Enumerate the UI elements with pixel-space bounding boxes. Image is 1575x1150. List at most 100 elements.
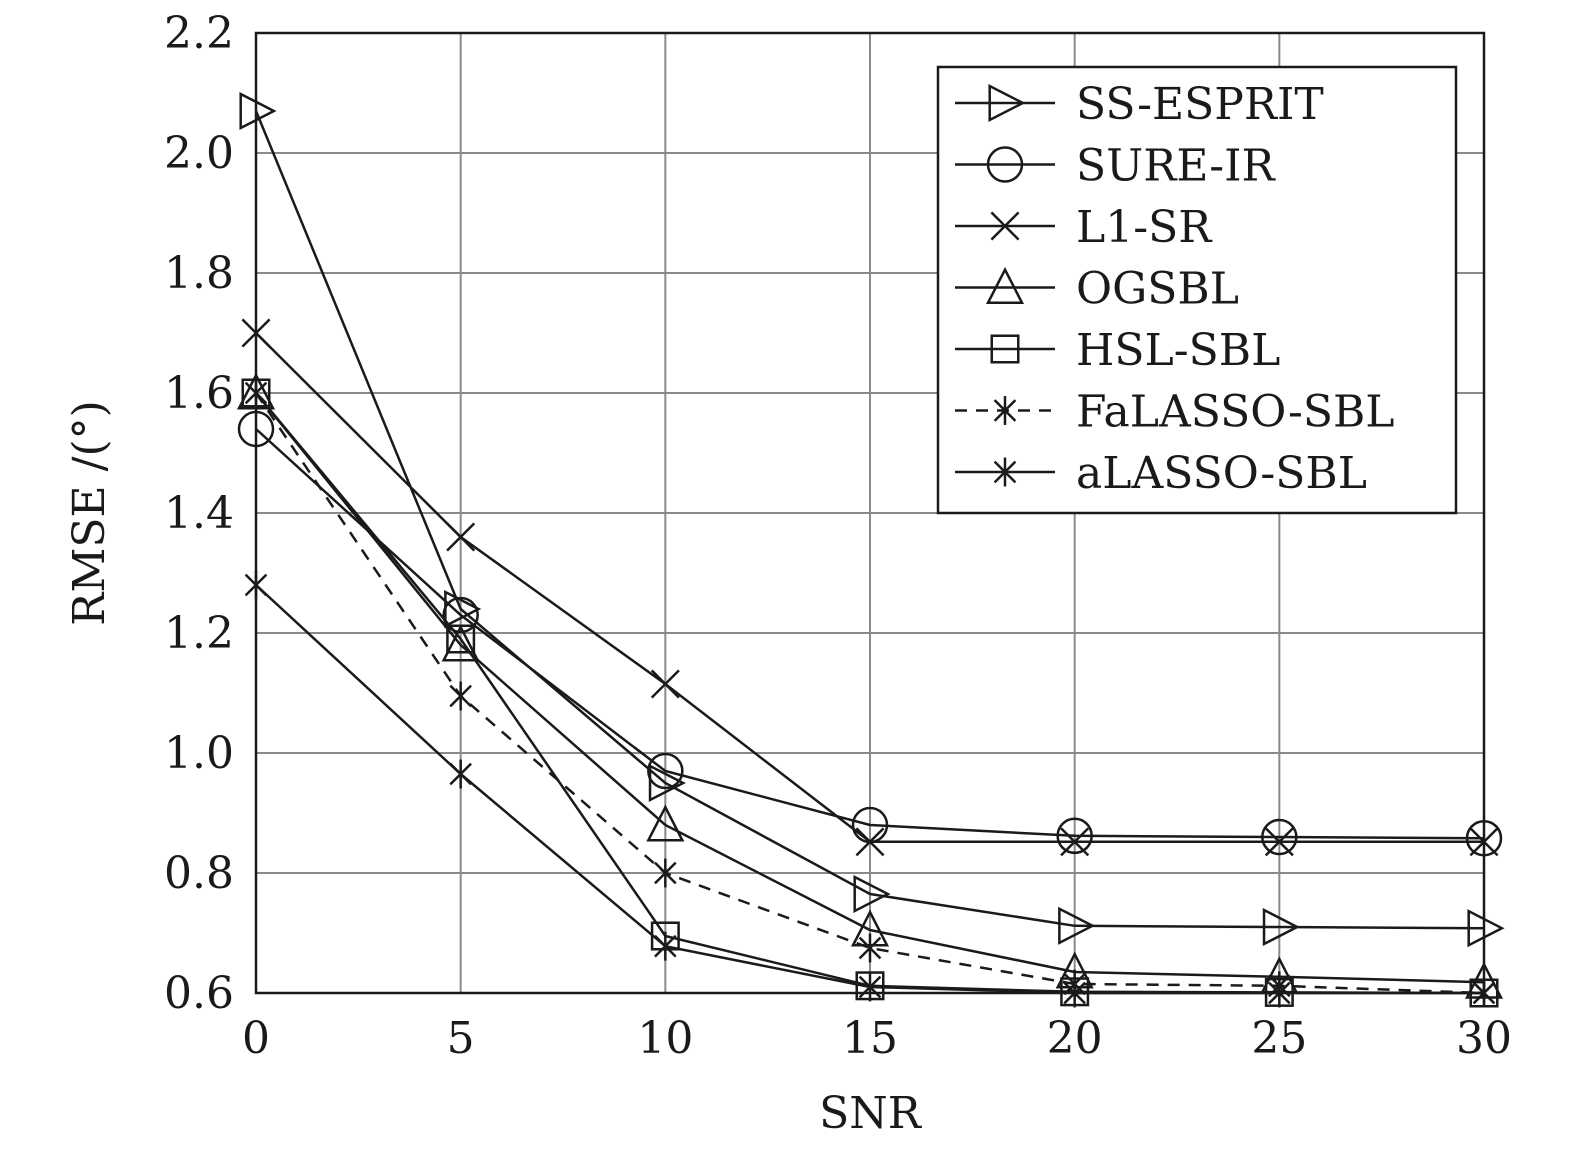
marker-triangle-up: [441, 624, 480, 662]
marker-triangle-up: [985, 266, 1025, 305]
marker-x-stroke: [1264, 827, 1294, 857]
marker-triangle-right-shape: [648, 763, 686, 803]
x-tick-label: 20: [1047, 1013, 1103, 1064]
legend-label: FaLASSO-SBL: [1076, 387, 1395, 438]
marker-triangle-up: [646, 804, 685, 842]
y-tick-label: 1.4: [164, 488, 234, 539]
marker-circle: [1056, 817, 1093, 855]
marker-x-stroke: [1060, 827, 1090, 857]
x-tick-label: 0: [242, 1013, 270, 1064]
marker-circle: [442, 596, 479, 634]
series-l1-sr: [241, 318, 1499, 857]
marker-triangle-right-shape: [1058, 906, 1096, 945]
marker-x: [446, 522, 476, 552]
y-tick-label: 0.8: [164, 848, 234, 899]
legend-item-ss-esprit: SS-ESPRIT: [955, 79, 1324, 130]
marker-circle: [986, 146, 1024, 183]
marker-asterisk: [449, 681, 472, 711]
marker-triangle-right-shape: [1262, 907, 1300, 947]
marker-triangle-up-shape: [646, 804, 685, 842]
marker-triangle-up-shape: [441, 624, 480, 662]
y-tick-label: 2.0: [164, 128, 234, 179]
marker-triangle-right: [1262, 907, 1300, 947]
legend-box: [936, 65, 1458, 515]
y-tick-label: 1.8: [164, 248, 234, 299]
marker-square-shape: [446, 624, 476, 654]
x-tick-label: 5: [447, 1013, 475, 1064]
marker-x: [1060, 827, 1090, 857]
legend-item-hsl-sbl: HSL-SBL: [955, 325, 1280, 376]
tick-labels: 0 5 10 15 20 25 30 0.6 0.8 1.0 1.2 1.4 1.6 1.8 2.0 2.2: [164, 8, 1512, 1064]
plot-frame: [254, 31, 1486, 995]
marker-asterisk-stroke: [449, 684, 472, 708]
marker-triangle-right-shape: [239, 91, 277, 131]
x-axis-label: SNR: [819, 1088, 923, 1139]
marker-x: [855, 827, 885, 857]
series-line-sure-ir: [255, 428, 1485, 840]
legend-item-ogsbl: OGSBL: [955, 264, 1239, 315]
legend-item-falasso-sbl: FaLASSO-SBL: [955, 387, 1395, 438]
marker-triangle-right-shape: [853, 874, 891, 914]
x-tick-label: 10: [637, 1013, 693, 1064]
marker-triangle-right: [1467, 909, 1505, 948]
marker-asterisk: [654, 931, 677, 961]
marker-asterisk: [993, 396, 1017, 425]
marker-asterisk-stroke: [858, 936, 882, 960]
marker-asterisk: [993, 457, 1017, 487]
marker-triangle-right: [853, 874, 891, 914]
legend-item-alasso-sbl: aLASSO-SBL: [955, 448, 1367, 499]
marker-x-stroke: [650, 669, 680, 699]
marker-triangle-right: [988, 83, 1026, 123]
legend-label: L1-SR: [1076, 202, 1213, 253]
x-tick-label: 15: [842, 1013, 898, 1064]
marker-x: [1264, 827, 1294, 857]
marker-asterisk: [654, 858, 677, 888]
marker-circle: [1261, 818, 1298, 856]
y-tick-label: 1.6: [164, 368, 234, 419]
marker-asterisk: [449, 759, 472, 789]
marker-triangle-right: [648, 763, 686, 803]
y-tick-label: 2.2: [164, 8, 234, 59]
legend-label: SS-ESPRIT: [1076, 79, 1324, 130]
marker-triangle-right: [1058, 906, 1096, 945]
marker-asterisk-stroke: [449, 762, 472, 786]
marker-circle: [647, 752, 684, 790]
legend-label: aLASSO-SBL: [1076, 448, 1367, 499]
legend-label: SURE-IR: [1076, 141, 1277, 192]
marker-x: [990, 211, 1020, 241]
marker-triangle-up-shape: [985, 266, 1025, 305]
marker-square-shape: [990, 334, 1020, 364]
y-tick-label: 1.2: [164, 608, 234, 659]
marker-circle-shape: [1261, 818, 1298, 856]
marker-triangle-right-shape: [988, 83, 1026, 123]
legend-item-sure-ir: SURE-IR: [955, 141, 1277, 192]
marker-asterisk-stroke: [993, 460, 1017, 484]
marker-square: [446, 624, 476, 654]
x-tick-label: 25: [1251, 1013, 1307, 1064]
marker-circle-shape: [1056, 817, 1093, 855]
legend-label: HSL-SBL: [1076, 325, 1280, 376]
marker-square: [990, 334, 1020, 364]
marker-x-stroke: [855, 827, 885, 857]
y-tick-label: 0.6: [164, 968, 234, 1019]
x-tick-label: 30: [1456, 1013, 1512, 1064]
marker-asterisk-stroke: [654, 861, 677, 885]
legend: SS-ESPRIT SURE-IR L1-SR OGSBL HSL-SBL FaLASSO…: [936, 65, 1458, 515]
marker-triangle-right: [239, 91, 277, 131]
marker-circle-shape: [986, 146, 1024, 183]
y-tick-label: 1.0: [164, 728, 234, 779]
series-line-ss-esprit: [254, 110, 1485, 930]
marker-circle-shape: [442, 596, 479, 634]
marker-x-stroke: [446, 522, 476, 552]
marker-asterisk-stroke: [993, 399, 1017, 422]
marker-circle-shape: [647, 752, 684, 790]
marker-asterisk: [858, 933, 882, 963]
legend-item-l1-sr: L1-SR: [955, 202, 1213, 253]
legend-label: OGSBL: [1076, 264, 1239, 315]
marker-x: [650, 669, 680, 699]
marker-x-stroke: [990, 211, 1020, 241]
y-axis-label: RMSE /(°): [64, 400, 115, 626]
marker-asterisk-stroke: [654, 934, 677, 958]
marker-triangle-right-shape: [1467, 909, 1505, 948]
